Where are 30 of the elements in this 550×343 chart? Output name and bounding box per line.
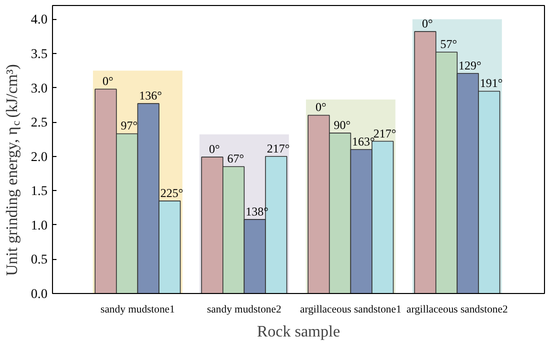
annotation: 225° (160, 186, 184, 200)
annotation: 90° (334, 118, 351, 132)
annotation: 217° (373, 126, 396, 140)
y-tick-label: 0.5 (30, 252, 48, 267)
annotation: 163° (352, 134, 376, 148)
annotation: 191° (480, 76, 503, 90)
x-tick-label: argillaceous sandstone2 (406, 304, 508, 316)
annotation: 136° (139, 88, 162, 103)
x-tick-label: argillaceous sandstone1 (300, 304, 402, 316)
x-axis-title: Rock sample (256, 324, 340, 340)
annotation: 0° (208, 142, 220, 156)
annotation: 0° (315, 100, 326, 114)
annotation: 217° (266, 141, 290, 156)
annotation: 97° (120, 118, 138, 133)
annotation: 0° (422, 16, 433, 31)
y-tick-label: 2.5 (30, 114, 48, 130)
annotation: 67° (227, 152, 244, 166)
y-tick-label: 4.0 (30, 12, 48, 27)
y-axis-title: Unit grinding energy, ηc (kJ/cm³) (4, 64, 22, 276)
y-tick-label: 3.0 (30, 80, 48, 96)
y-tick-label: 3.5 (30, 46, 48, 61)
x-tick-label: sandy mudstone1 (100, 304, 175, 316)
y-tick-label: 2.0 (30, 148, 48, 164)
y-tick-label: 1.0 (30, 217, 48, 232)
annotation: 0° (102, 74, 114, 88)
y-tick-label: 1.5 (30, 183, 48, 198)
x-tick-label: sandy mudstone2 (207, 304, 282, 316)
y-tick-label: 0.0 (30, 286, 48, 301)
annotation: 129° (458, 58, 482, 72)
annotation: 57° (440, 37, 458, 52)
